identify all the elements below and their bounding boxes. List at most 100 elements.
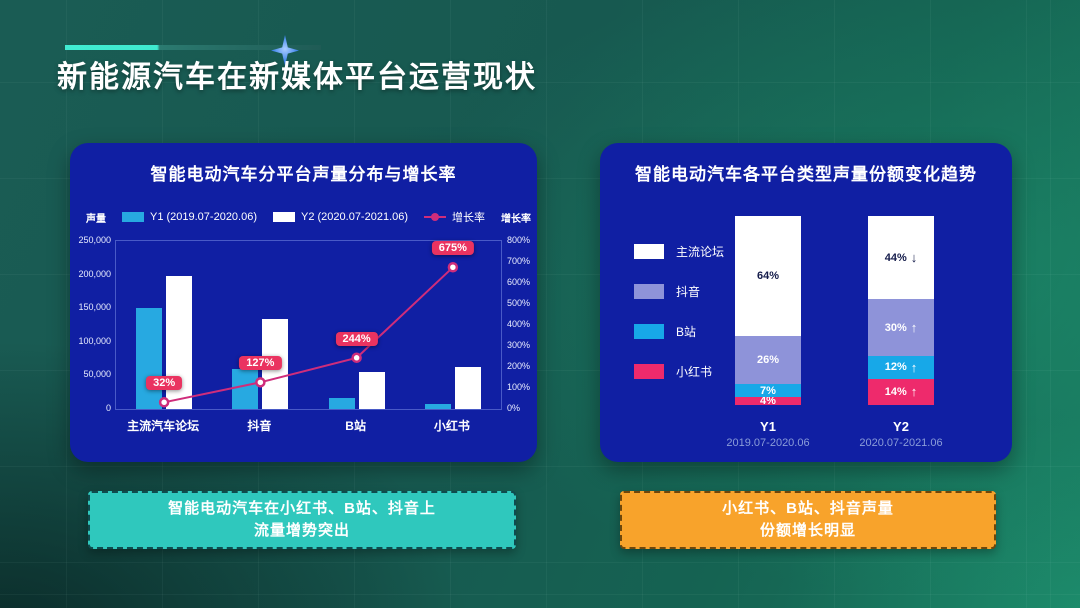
x-category-label-2: B站 — [345, 419, 366, 433]
right-callout-box: 小红书、B站、抖音声量 份额增长明显 — [620, 491, 996, 549]
segment-value-label: 12% — [884, 361, 907, 374]
segment-Y1-小红书: 4% — [735, 397, 801, 405]
line-point-1 — [255, 377, 266, 388]
y-right-tick: 800% — [507, 235, 531, 245]
line-point-3 — [447, 262, 459, 273]
stacked-chart-legend: 主流论坛抖音 B站小红书 — [634, 243, 724, 380]
stack-category-label-Y2: Y2 — [893, 419, 909, 434]
segment-value-label: 26% — [756, 354, 780, 367]
legend-item-y1-label: Y1 (2019.07-2020.06) — [149, 211, 258, 223]
stack-legend-item-3: 小红书 — [634, 363, 724, 380]
y-right-tick: 700% — [507, 256, 531, 266]
y-right-tick: 300% — [507, 340, 531, 350]
legend-items: Y1 (2019.07-2020.06) Y2 (2020.07-2021.06… — [106, 209, 501, 225]
growth-rate-line — [158, 262, 459, 408]
y-left-tick: 0 — [105, 403, 111, 413]
stacked-bar-Y1: 64% 26% 7% 4% — [735, 216, 801, 405]
left-callout-line2: 流量增势突出 — [253, 522, 350, 539]
y-right-axis-label: 增长率 — [501, 213, 531, 225]
segment-value-label: 4% — [760, 397, 776, 405]
legend-item-growth-label: 增长率 — [452, 212, 486, 224]
right-callout-line1: 小红书、B站、抖音声量 — [722, 500, 894, 518]
y-right-tick: 100% — [507, 382, 531, 392]
y-left-tick: 250,000 — [78, 235, 111, 245]
stack-legend-item-0: 主流论坛 — [634, 243, 724, 260]
right-callout-line2: 份额增长明显 — [759, 522, 856, 539]
stack-legend-swatch-2 — [634, 324, 664, 339]
y1-swatch — [121, 212, 144, 222]
bar-y1-1 — [232, 369, 259, 409]
x-category-label-3: 小红书 — [433, 419, 470, 433]
trend-up-icon: ↑ — [910, 359, 918, 375]
growth-badge-1: 127% — [239, 356, 282, 371]
stack-legend-label-2: B站 — [676, 325, 697, 339]
y-left-tick: 50,000 — [83, 369, 111, 380]
segment-value-label: 30% — [884, 321, 907, 334]
right-chart-title: 智能电动汽车各平台类型声量份额变化趋势 — [635, 165, 977, 184]
segment-Y1-抖音: 26% — [735, 335, 801, 385]
left-chart-panel: 智能电动汽车分平台声量分布与增长率 声量 Y1 (2019.07-2020.06… — [70, 143, 537, 462]
growth-line-swatch — [424, 213, 447, 221]
title-accent-line — [65, 45, 321, 50]
segment-Y2-小红书: 14% ↑ — [868, 378, 934, 405]
y-right-tick: 500% — [507, 298, 531, 308]
left-callout-line1: 智能电动汽车在小红书、B站、抖音上 — [168, 500, 436, 518]
stack-legend-swatch-1 — [634, 284, 664, 299]
y-right-tick: 400% — [507, 319, 531, 329]
segment-Y1-主流论坛: 64% — [735, 216, 801, 336]
legend-item-y1: Y1 (2019.07-2020.06) — [121, 211, 258, 223]
y-left-tick: 200,000 — [78, 268, 111, 279]
stack-period-label-Y1: 2019.07-2020.06 — [726, 437, 810, 449]
segment-Y2-抖音: 30% ↑ — [868, 299, 934, 356]
stack-legend-swatch-3 — [634, 364, 664, 379]
stack-legend-label-0: 主流论坛 — [676, 245, 725, 259]
stack-legend-item-2: B站 — [634, 323, 724, 340]
stack-period-label-Y2: 2020.07-2021.06 — [859, 437, 943, 449]
legend-item-growth: 增长率 — [424, 209, 485, 225]
y-right-tick: 200% — [507, 361, 531, 371]
bar-y2-2 — [358, 372, 385, 409]
page-title: 新能源汽车在新媒体平台运营现状 — [57, 61, 537, 94]
legend-item-y2: Y2 (2020.07-2021.06) — [273, 211, 408, 223]
stack-legend-label-1: 抖音 — [676, 285, 701, 299]
growth-badge-0: 32% — [146, 376, 183, 391]
left-chart-legend: 声量 Y1 (2019.07-2020.06) Y2 (2020.07-2021… — [86, 209, 531, 225]
segment-Y2-主流论坛: 44% ↓ — [868, 216, 934, 300]
y-left-tick: 100,000 — [78, 335, 111, 346]
legend-item-y2-label: Y2 (2020.07-2021.06) — [301, 211, 409, 223]
segment-value-label: 44% — [884, 251, 907, 264]
stacked-bar-Y2: 44% ↓ 30% ↑ 12% ↑ 14% ↑ — [868, 216, 934, 405]
left-callout-box: 智能电动汽车在小红书、B站、抖音上 流量增势突出 — [88, 491, 516, 549]
bar-y1-3 — [424, 403, 451, 409]
growth-badge-2: 244% — [335, 331, 378, 346]
combo-plot-area: 32% 127% 244% 675% — [115, 240, 502, 410]
bar-y1-0 — [136, 308, 163, 409]
x-category-label-0: 主流汽车论坛 — [127, 419, 200, 433]
growth-badge-3: 675% — [431, 241, 474, 256]
trend-down-icon: ↓ — [910, 250, 918, 266]
y-right-tick: 600% — [507, 277, 531, 287]
segment-value-label: 64% — [756, 269, 780, 282]
segment-value-label: 14% — [884, 385, 907, 398]
trend-up-icon: ↑ — [910, 384, 918, 400]
y-right-tick: 0% — [507, 403, 521, 413]
stack-legend-swatch-0 — [634, 244, 664, 259]
stack-legend-label-3: 小红书 — [676, 365, 713, 379]
right-chart-panel: 智能电动汽车各平台类型声量份额变化趋势 主流论坛抖音 B站小红书 64% 26% 7%… — [600, 143, 1012, 462]
trend-up-icon: ↑ — [910, 320, 918, 335]
segment-Y1-B站: 7% — [735, 384, 801, 398]
segment-value-label: 7% — [760, 384, 776, 397]
y-left-axis-label: 声量 — [86, 213, 106, 225]
segment-Y2-B站: 12% ↑ — [868, 355, 934, 379]
stack-legend-item-1: 抖音 — [634, 283, 724, 300]
y2-swatch — [273, 212, 295, 222]
line-point-0 — [158, 397, 170, 408]
stack-category-label-Y1: Y1 — [760, 419, 776, 434]
bar-y1-2 — [328, 398, 355, 409]
y-left-tick: 150,000 — [78, 302, 111, 313]
x-category-label-1: 抖音 — [247, 419, 272, 433]
line-point-2 — [351, 352, 362, 364]
bar-y2-3 — [454, 367, 481, 409]
left-chart-title: 智能电动汽车分平台声量分布与增长率 — [150, 165, 457, 184]
